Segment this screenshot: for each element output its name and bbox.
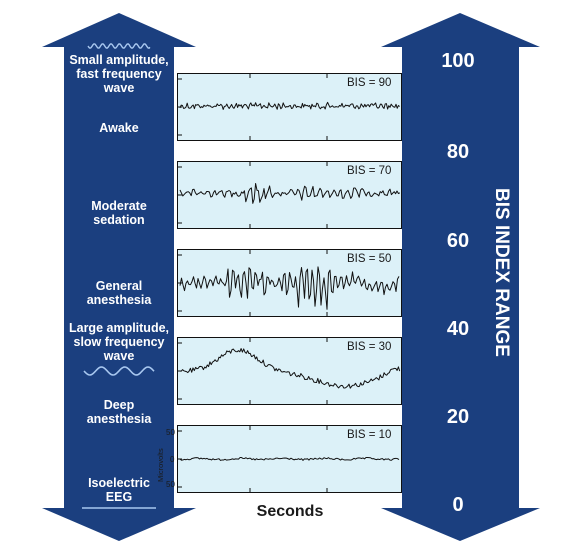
scale-tick-60: 60 (446, 230, 470, 252)
label-large-amplitude: Large amplitude, slow frequency wave (68, 321, 170, 363)
scale-tick-100: 100 (441, 50, 475, 72)
scale-tick-0: 0 (452, 494, 464, 516)
scale-tick-80: 80 (446, 141, 470, 163)
bis-label-90: BIS = 90 (347, 77, 392, 89)
scale-tick-40: 40 (446, 318, 470, 340)
label-awake: Awake (99, 121, 139, 135)
label-small-amplitude: Small amplitude, fast frequency wave (69, 53, 169, 95)
bis-label-10: BIS = 10 (347, 429, 392, 441)
label-deep-anesthesia: Deep anesthesia (86, 398, 152, 426)
large-slow-wave-icon (83, 366, 155, 376)
small-fast-wave-icon (87, 42, 151, 50)
microvolts-axis-label: Microvolts (156, 448, 165, 482)
scale-tick-20: 20 (446, 406, 470, 428)
x-axis-label: Seconds (256, 503, 324, 520)
bis-label-30: BIS = 30 (347, 341, 392, 353)
microvolt-tick-zero: 0 (170, 455, 175, 464)
bis-label-70: BIS = 70 (347, 165, 392, 177)
label-isoelectric: Isoelectric EEG (88, 476, 150, 504)
bis-index-range-title: BIS INDEX RANGE (491, 188, 512, 357)
bis-label-50: BIS = 50 (347, 253, 392, 265)
label-general-anesthesia: General anesthesia (86, 279, 152, 307)
left-double-arrow (42, 13, 196, 541)
label-moderate-sedation: Moderate sedation (91, 199, 147, 227)
right-double-arrow (381, 13, 540, 541)
microvolt-tick-bottom: 50 (166, 480, 175, 489)
microvolt-tick-top: 50 (166, 428, 175, 437)
